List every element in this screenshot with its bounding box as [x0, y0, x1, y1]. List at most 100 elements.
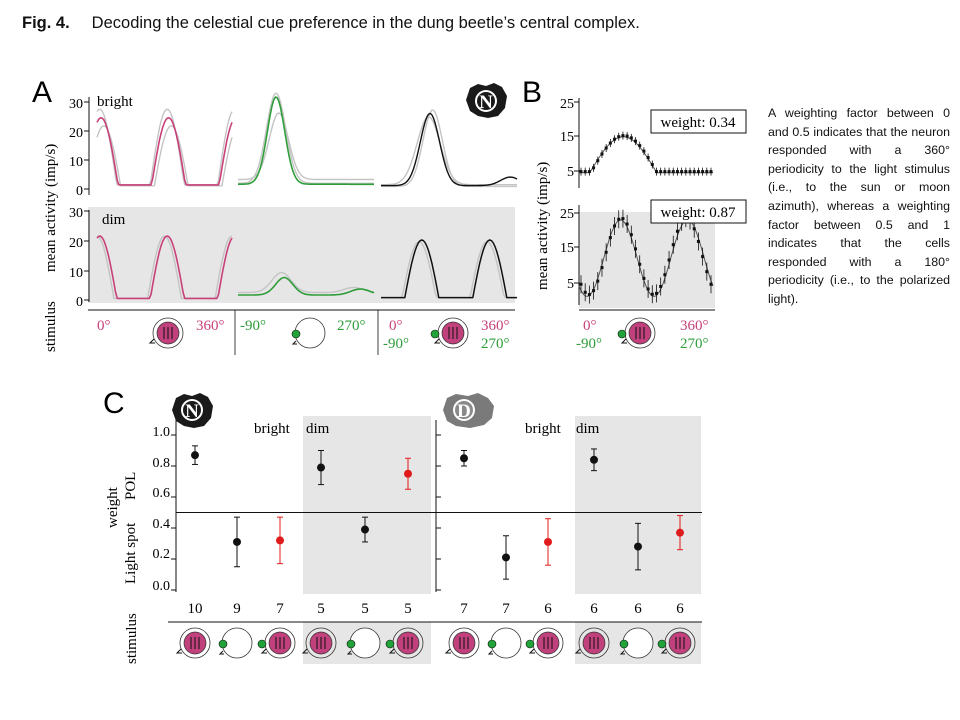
panel-b-letter: B [522, 76, 542, 109]
b-bottom-point [646, 287, 650, 291]
a-col3-axis-start: 0° [389, 318, 403, 334]
b-top-point [654, 170, 658, 174]
weight-label-bottom: weight: 0.87 [661, 205, 736, 221]
light-spot-dot [617, 329, 627, 339]
polarizer-icon [574, 627, 610, 659]
b-top-point [638, 144, 642, 148]
c-sample-size-label: 5 [317, 601, 325, 617]
rotation-arrow-icon [433, 338, 440, 344]
a-col3-axis2-end: 270° [481, 336, 510, 352]
stimulus-ring [448, 627, 480, 659]
rotation-arrow-icon [487, 650, 493, 655]
a-col3-axis2-start: -90° [383, 336, 409, 352]
b-top-point [579, 170, 583, 174]
panel-a: A bright dim mean activity (imp/s) stimu… [32, 76, 510, 352]
light-spot-icon [218, 627, 253, 659]
b-top-point [634, 139, 638, 143]
c-ytick: 0.6 [153, 486, 171, 501]
c-data-point [544, 537, 552, 546]
a-trace-gray [381, 116, 517, 186]
pol-label: POL [123, 472, 139, 500]
weight-label-top: weight: 0.34 [661, 115, 736, 131]
b-bottom-point [600, 266, 604, 270]
b-bottom-point [587, 293, 591, 297]
light-spot-label: Light spot [123, 522, 139, 584]
a-trace-gray [238, 112, 374, 181]
b-bottom-point [671, 243, 675, 247]
c-data-point [361, 525, 369, 534]
figure-title: Fig. 4. Decoding the celestial cue prefer… [22, 14, 640, 33]
a-bright-ytick: 30 [69, 97, 83, 112]
a-trace-gray [96, 125, 233, 187]
b-top-point [705, 170, 709, 174]
stimulus-ring [305, 627, 337, 659]
b-top-ytick: 15 [560, 130, 574, 145]
c-sample-size-label: 5 [404, 601, 412, 617]
c-sample-size-label: 10 [188, 601, 203, 617]
a-trace-magenta [96, 235, 233, 300]
b-bottom-point [579, 282, 583, 286]
c-right-bright-label: bright [525, 421, 562, 437]
polarizer-light-spot-icon [430, 317, 469, 349]
c-ytick: 0.8 [153, 456, 171, 471]
b-bottom-point [621, 217, 625, 221]
rotation-arrow-icon [291, 340, 297, 345]
a-dim-ytick: 20 [69, 236, 83, 251]
main-layer: 10 9 7 5 5 5 7 7 6 6 6 6 [84, 92, 715, 659]
b-bottom-ytick: 5 [567, 277, 574, 292]
c-data-point [590, 455, 598, 464]
b-bottom-point [701, 255, 705, 259]
background-layer [88, 207, 715, 664]
light-spot-icon [291, 317, 326, 349]
light-spot-dot [291, 329, 301, 339]
badge-c-d: D [443, 393, 494, 428]
c-data-point [502, 553, 510, 562]
light-spot-dot [430, 329, 440, 339]
panel-c-ylabel: weight [105, 486, 121, 528]
b-top-point [680, 170, 684, 174]
b-axis2-start: -90° [576, 336, 602, 352]
polarizer-icon [444, 627, 480, 659]
rotation-arrow-icon [574, 648, 581, 654]
badge-a-n: N [466, 83, 507, 118]
a-trace-gray [96, 108, 233, 186]
rotation-arrow-icon [301, 648, 308, 654]
panel-a-letter: A [32, 76, 52, 109]
b-top-point [684, 170, 688, 174]
rotation-arrow-icon [620, 338, 627, 344]
badge-letter-a: N [479, 92, 493, 113]
c-ytick: 0.2 [153, 547, 171, 562]
c-data-point [404, 469, 412, 478]
a-trace-green [238, 276, 375, 296]
c-sample-size-label: 9 [233, 601, 241, 617]
b-top-ytick: 25 [560, 97, 574, 112]
b-top-point [642, 149, 646, 153]
a-col1-axis-start: 0° [97, 318, 111, 334]
b-bottom-point [634, 247, 638, 251]
b-top-point [696, 170, 700, 174]
panel-a-stimulus-label: stimulus [43, 301, 59, 352]
light-spot-dot [487, 639, 497, 649]
a-trace-black [381, 112, 518, 187]
c-sample-size-label: 6 [544, 601, 552, 617]
c-data-point [233, 537, 241, 546]
polarizer-icon [301, 627, 337, 659]
light-spot-dot [619, 639, 629, 649]
b-top-point [625, 134, 629, 138]
a-trace-gray [238, 271, 375, 294]
b-top-point [583, 170, 587, 174]
polarizer-light-spot-icon [257, 627, 296, 659]
b-bottom-ytick: 25 [560, 207, 574, 222]
a-trace-green [238, 96, 374, 186]
b-bottom-point [613, 224, 617, 228]
light-spot-icon [487, 627, 522, 659]
light-spot-dot [218, 639, 228, 649]
c-ytick: 0.4 [153, 517, 171, 532]
b-bottom-point [659, 284, 663, 288]
rotation-arrow-icon [444, 648, 451, 654]
badge-letter-c-left: N [185, 401, 199, 422]
b-top-point [650, 162, 654, 166]
b-bottom-point [617, 217, 621, 221]
a-col3-axis-end: 360° [481, 318, 510, 334]
c-right-dim-label: dim [576, 421, 600, 437]
